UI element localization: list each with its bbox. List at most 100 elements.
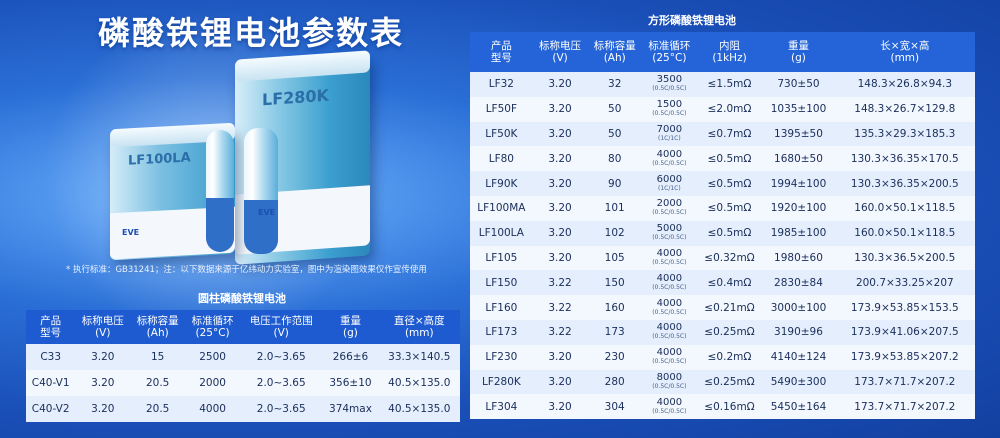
- footnote: * 执行标准：GB31241；注：以下数据来源于亿纬动力实验室，图中为渲染图效果…: [66, 265, 427, 275]
- table-cell-voltage: 3.20: [532, 146, 588, 172]
- table-cell-cycle: 5000 (0.5C/0.5C): [642, 220, 697, 246]
- table-cell-voltage: 3.20: [532, 121, 588, 147]
- table-cell-model: LF50F: [470, 96, 533, 122]
- column-header-line: 内阻: [719, 40, 740, 52]
- column-header: 重量 (g): [322, 310, 379, 344]
- column-header-line: 电压工作范围: [249, 315, 313, 327]
- table-cell: 2000: [185, 370, 241, 396]
- table-cell-model: LF90K: [470, 171, 533, 196]
- table-cell-model: LF280K: [470, 369, 533, 395]
- table-cell: C33: [26, 344, 76, 370]
- cycle-rate: (1C/1C): [658, 134, 681, 142]
- table-cell-size: 173.9×53.85×207.2: [834, 344, 975, 370]
- table-cell-capacity: 32: [587, 72, 643, 97]
- column-header: 内阻 (1kHz): [696, 32, 763, 72]
- table-cell-voltage: 3.22: [532, 270, 588, 296]
- table-cell: 3.20: [75, 396, 131, 422]
- table-cell-model: LF32: [470, 72, 533, 97]
- table-cell-voltage: 3.20: [532, 394, 588, 420]
- table-cell-weight: 3190±96: [762, 319, 835, 345]
- table-cell: 2.0~3.65: [240, 396, 323, 422]
- table-row: LF150 3.22 150 4000 (0.5C/0.5C) ≤0.4mΩ 2830±84…: [470, 270, 975, 296]
- table-cell-model: LF160: [470, 295, 533, 320]
- table-cell-cycle: 4000 (0.5C/0.5C): [642, 319, 697, 345]
- table-cell-resistance: ≤0.7mΩ: [696, 121, 763, 147]
- column-header-line: 标准循环: [191, 315, 234, 327]
- table-cell-model: LF50K: [470, 121, 533, 147]
- cycle-count: 4000: [656, 272, 683, 284]
- table-header-row: 产品 型号 标称电压 (V) 标称容量 (Ah) 标准循环 (25°C) 内阻 (1kHz) 重量(…: [470, 32, 975, 72]
- column-header: 直径×高度 (mm): [378, 310, 460, 344]
- column-header-line: 重量: [787, 40, 809, 52]
- table-cell-voltage: 3.20: [532, 245, 588, 271]
- table-cell-size: 130.3×36.35×200.5: [834, 171, 975, 196]
- column-header-line: (mm): [404, 327, 434, 339]
- table-cell-capacity: 230: [587, 344, 643, 370]
- table-cell-resistance: ≤0.4mΩ: [696, 270, 763, 296]
- column-header-line: (Ah): [146, 327, 169, 339]
- table-cell-model: LF105: [470, 245, 533, 271]
- column-header: 产品 型号: [26, 310, 76, 344]
- table-cell-resistance: ≤0.5mΩ: [696, 220, 763, 246]
- table-row: LF230 3.20 230 4000 (0.5C/0.5C) ≤0.2mΩ 4140±12…: [470, 344, 975, 370]
- column-header: 标称电压 (V): [532, 32, 588, 72]
- table-cell: 2.0~3.65: [240, 344, 323, 370]
- table-cell-weight: 1985±100: [762, 220, 835, 246]
- table-cell-capacity: 80: [587, 146, 643, 172]
- table-cell-voltage: 3.20: [532, 72, 588, 97]
- column-header: 重量 (g): [762, 32, 835, 72]
- table-cell-resistance: ≤0.2mΩ: [696, 344, 763, 370]
- table-cell-capacity: 50: [587, 96, 643, 122]
- cycle-rate: (0.5C/0.5C): [652, 283, 687, 291]
- cycle-rate: (0.5C/0.5C): [652, 308, 687, 316]
- table-cell-model: LF100LA: [470, 220, 533, 246]
- table-cell: C40-V2: [26, 396, 76, 422]
- table-cell: 40.5×135.0: [378, 370, 460, 396]
- cycle-count: 4000: [656, 297, 683, 309]
- cycle-rate: (0.5C/0.5C): [652, 209, 687, 217]
- table-cell-resistance: ≤0.25mΩ: [696, 319, 763, 345]
- table-row: LF80 3.20 80 4000 (0.5C/0.5C) ≤0.5mΩ 1680±50 13…: [470, 146, 975, 172]
- table-cell-resistance: ≤0.5mΩ: [696, 146, 763, 172]
- prismatic-table-title: 方形磷酸铁锂电池: [648, 14, 736, 27]
- table-cell-capacity: 102: [587, 220, 643, 246]
- cycle-count: 4000: [656, 396, 683, 408]
- table-row: LF304 3.20 304 4000 (0.5C/0.5C) ≤0.16mΩ 5450±1…: [470, 394, 975, 420]
- table-cell-capacity: 90: [587, 171, 643, 196]
- column-header-line: 标称容量: [593, 40, 636, 52]
- table-cell-voltage: 3.20: [532, 220, 588, 246]
- table-cell: 4000: [185, 396, 241, 422]
- table-cell: 15: [130, 344, 186, 370]
- table-cell-size: 160.0×50.1×118.5: [834, 195, 975, 221]
- column-header-line: 产品: [490, 40, 512, 52]
- table-cell-voltage: 3.22: [532, 319, 588, 345]
- column-header-line: 型号: [490, 52, 512, 64]
- column-header-line: (V): [552, 52, 568, 64]
- table-cell-model: LF80: [470, 146, 533, 172]
- table-cell-resistance: ≤0.21mΩ: [696, 295, 763, 320]
- cycle-rate: (1C/1C): [658, 184, 681, 192]
- table-cell-model: LF150: [470, 270, 533, 296]
- table-cell-capacity: 101: [587, 195, 643, 221]
- cycle-rate: (0.5C/0.5C): [652, 159, 687, 167]
- table-cell: 20.5: [130, 370, 186, 396]
- cycle-count: 8000: [656, 371, 683, 383]
- column-header: 标称容量 (Ah): [587, 32, 643, 72]
- column-header-line: 产品: [40, 315, 62, 327]
- column-header-line: 标准循环: [648, 40, 691, 52]
- cycle-count: 7000: [656, 123, 683, 135]
- column-header-line: 型号: [40, 327, 62, 339]
- table-cell-model: LF100MA: [470, 195, 533, 221]
- column-header-line: (25°C): [652, 52, 687, 64]
- table-cell-capacity: 50: [587, 121, 643, 147]
- table-cell-weight: 1035±100: [762, 96, 835, 122]
- table-cell-weight: 5450±164: [762, 394, 835, 420]
- table-cell-resistance: ≤0.5mΩ: [696, 195, 763, 221]
- column-header-line: 标称电压: [81, 315, 124, 327]
- cycle-count: 6000: [656, 173, 683, 185]
- table-cell-voltage: 3.20: [532, 171, 588, 196]
- column-header-line: (g): [343, 327, 358, 339]
- table-row: C40-V2 3.20 20.5 4000 2.0~3.65 374max 40.5×135…: [26, 396, 460, 422]
- table-cell-weight: 730±50: [762, 72, 835, 97]
- table-cell-size: 130.3×36.5×200.5: [834, 245, 975, 271]
